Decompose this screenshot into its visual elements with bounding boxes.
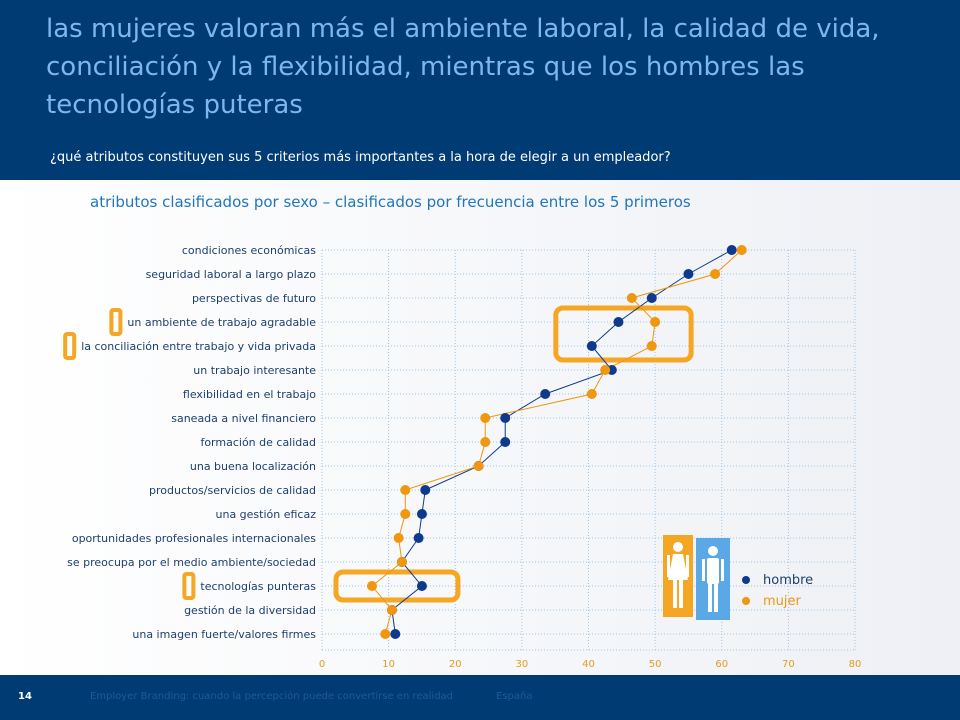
gender-icons: [663, 535, 730, 620]
data-point-mujer: [396, 557, 407, 567]
person-arm: [686, 555, 689, 577]
person-dress: [668, 554, 688, 580]
highlight-box: [333, 569, 461, 603]
data-point-mujer: [473, 461, 484, 471]
chart-title: atributos clasificados por sexo – clasif…: [90, 193, 691, 211]
data-point-mujer: [736, 245, 747, 255]
data-point-hombre: [646, 293, 657, 303]
x-tick-labels: 0 10 20 30 40 50 60 70 80: [319, 659, 862, 670]
data-point-mujer: [586, 389, 597, 399]
x-tick-label: 10: [382, 659, 395, 670]
data-point-hombre: [683, 269, 694, 279]
survey-question: ¿qué atributos constituyen sus 5 criteri…: [50, 150, 671, 165]
legend-swatch-hombre: [742, 576, 750, 584]
category-label: se preocupa por el medio ambiente/socied…: [67, 556, 316, 569]
category-label: productos/servicios de calidad: [149, 484, 316, 497]
category-label: la conciliación entre trabajo y vida pri…: [81, 340, 316, 353]
page-title: las mujeres valoran más el ambiente labo…: [46, 14, 880, 120]
legend-swatch-mujer: [742, 597, 750, 605]
category-label: un ambiente de trabajo agradable: [127, 316, 316, 329]
data-point-mujer: [480, 413, 491, 423]
highlight-boxes: [333, 305, 694, 603]
data-point-mujer: [626, 293, 637, 303]
person-arm: [702, 559, 705, 581]
category-label: formación de calidad: [200, 436, 316, 449]
data-point-hombre: [390, 629, 401, 639]
x-tick-label: 80: [849, 659, 862, 670]
data-point-mujer: [400, 509, 411, 519]
footer-bar: 14 Employer Branding: cuando la percepci…: [0, 675, 960, 720]
footer-text: Employer Branding: cuando la percepción …: [90, 691, 454, 702]
highlight-box: [553, 305, 694, 363]
data-point-mujer: [386, 605, 397, 615]
page-number: 14: [18, 691, 32, 702]
category-label: una imagen fuerte/valores firmes: [132, 628, 316, 641]
data-point-hombre: [420, 485, 431, 495]
data-point-mujer: [480, 437, 491, 447]
legend: hombre mujer: [742, 573, 813, 609]
x-tick-label: 70: [782, 659, 795, 670]
data-point-mujer: [393, 533, 404, 543]
person-arm: [667, 555, 670, 577]
category-label: gestión de la diversidad: [184, 604, 316, 617]
x-tick-label: 0: [319, 659, 325, 670]
category-label: una gestión eficaz: [216, 508, 317, 521]
category-label: saneada a nivel financiero: [171, 412, 316, 425]
category-labels: condiciones económicas seguridad laboral …: [67, 244, 316, 641]
person-head: [708, 546, 718, 556]
x-tick-label: 40: [582, 659, 595, 670]
x-tick-label: 20: [449, 659, 462, 670]
x-tick-label: 30: [516, 659, 529, 670]
legend-label-mujer: mujer: [763, 594, 802, 609]
data-point-mujer: [380, 629, 391, 639]
person-arm: [721, 559, 724, 581]
data-point-hombre: [413, 533, 424, 543]
data-point-hombre: [416, 581, 427, 591]
person-leg: [714, 584, 718, 612]
series-points: [366, 245, 747, 639]
chart-background: [0, 180, 960, 675]
x-tick-label: 50: [649, 659, 662, 670]
category-label: seguridad laboral a largo plazo: [146, 268, 317, 281]
highlight-markers: [63, 308, 196, 600]
data-point-hombre: [416, 509, 427, 519]
header-bar: las mujeres valoran más el ambiente labo…: [0, 0, 960, 180]
legend-label-hombre: hombre: [763, 573, 813, 588]
data-point-mujer: [366, 581, 377, 591]
person-leg: [679, 580, 683, 608]
highlight-marker: [109, 308, 123, 336]
category-label: perspectivas de futuro: [192, 292, 316, 305]
data-point-hombre: [540, 389, 551, 399]
person-torso: [707, 558, 719, 584]
person-leg: [673, 580, 677, 608]
category-label: flexibilidad en el trabajo: [183, 388, 316, 401]
highlight-marker: [63, 332, 77, 360]
data-point-hombre: [726, 245, 737, 255]
category-label: condiciones económicas: [182, 244, 316, 257]
data-point-mujer: [710, 269, 721, 279]
category-label: una buena localización: [190, 460, 316, 473]
category-label: oportunidades profesionales internaciona…: [72, 532, 316, 545]
footer-country: España: [496, 691, 533, 702]
data-point-mujer: [600, 365, 611, 375]
data-point-hombre: [586, 341, 597, 351]
x-tick-label: 60: [715, 659, 728, 670]
data-point-hombre: [613, 317, 624, 327]
data-point-hombre: [500, 437, 511, 447]
data-point-mujer: [400, 485, 411, 495]
person-head: [673, 542, 683, 552]
male-icon: [702, 546, 724, 612]
data-point-mujer: [650, 317, 661, 327]
category-label: un trabajo interesante: [193, 364, 316, 377]
female-icon: [667, 542, 689, 608]
person-leg: [708, 584, 712, 612]
highlight-marker: [182, 572, 196, 600]
data-point-mujer: [646, 341, 657, 351]
data-point-hombre: [500, 413, 511, 423]
category-label: tecnologías punteras: [200, 580, 316, 593]
